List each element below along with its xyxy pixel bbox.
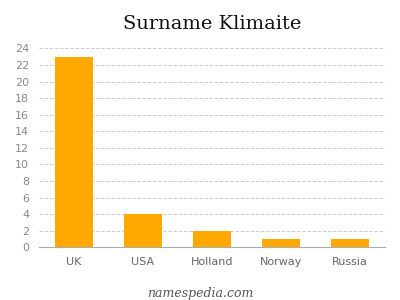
Bar: [262, 239, 300, 247]
Text: namespedia.com: namespedia.com: [147, 287, 253, 300]
Bar: [193, 231, 231, 247]
Bar: [331, 239, 369, 247]
Bar: [124, 214, 162, 247]
Title: Surname Klimaite: Surname Klimaite: [123, 15, 301, 33]
Bar: [55, 57, 93, 247]
